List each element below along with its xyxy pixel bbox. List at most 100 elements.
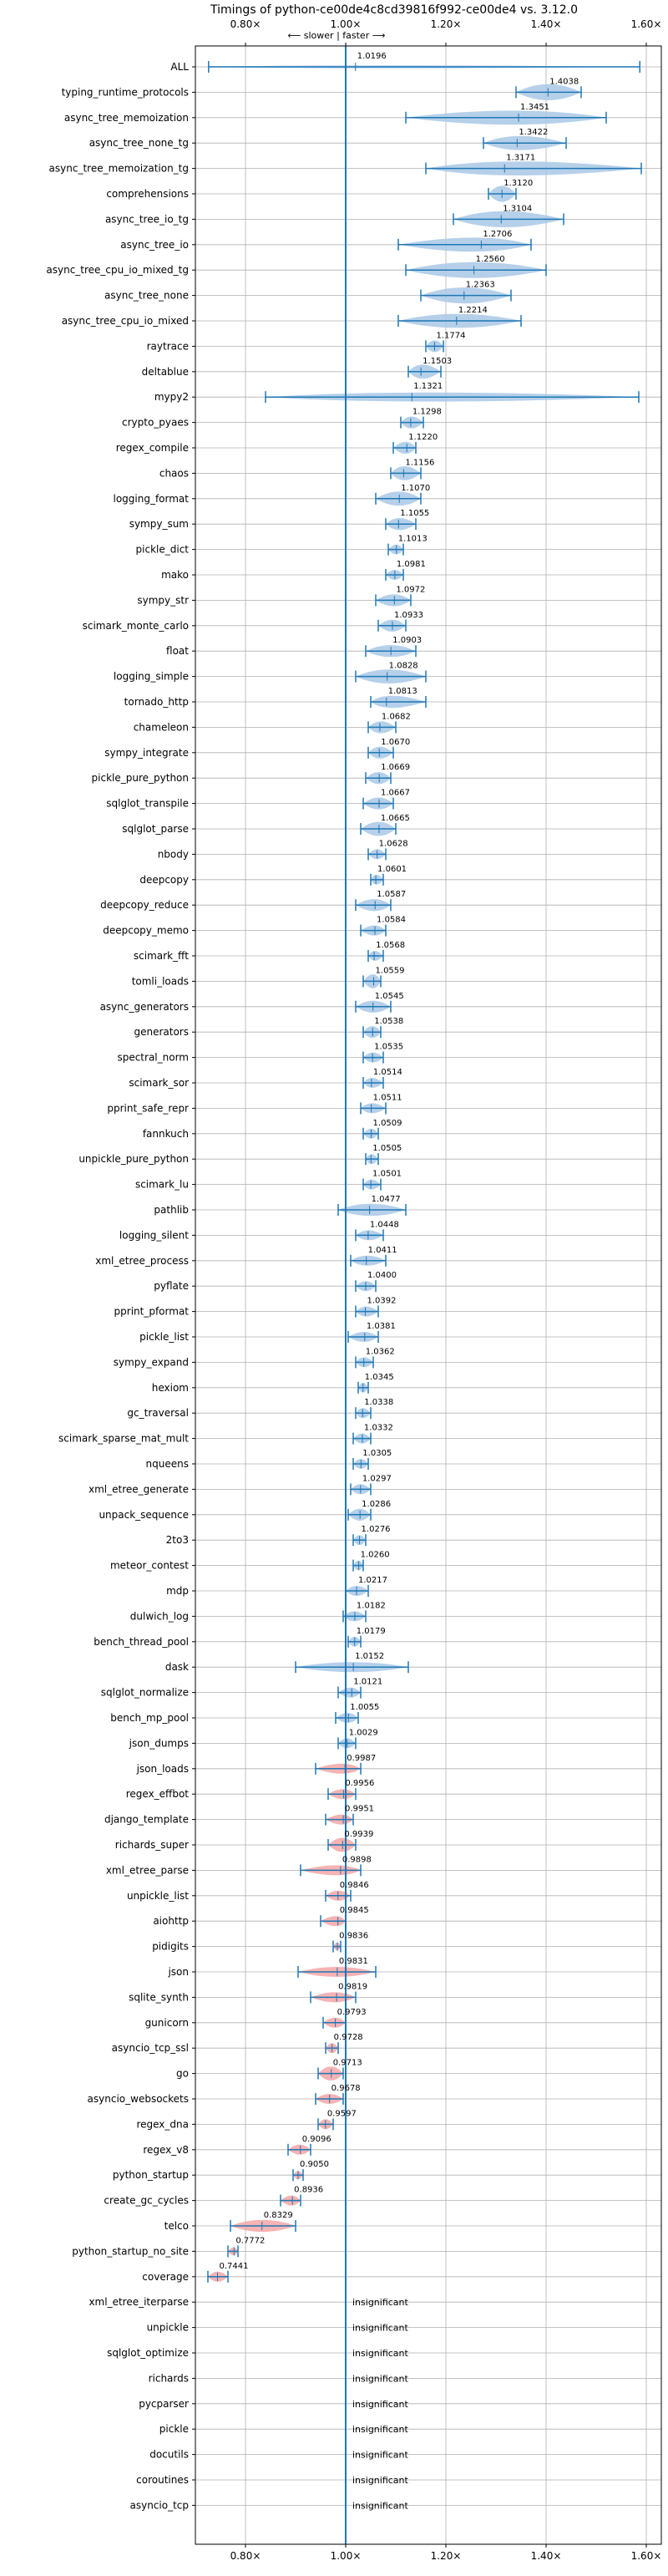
- y-tick-label: pycparser: [139, 2398, 189, 2410]
- value-label: 1.1298: [412, 408, 442, 417]
- value-label: 1.1070: [401, 484, 430, 493]
- value-label: 0.9728: [334, 2033, 363, 2042]
- value-label: 1.0276: [362, 1525, 391, 1534]
- x-tick-label-bottom: 1.40×: [531, 2550, 562, 2562]
- y-tick-label: chameleon: [134, 721, 189, 733]
- y-tick-label: async_tree_none_tg: [89, 137, 189, 149]
- value-label: 1.0411: [368, 1246, 397, 1255]
- value-label: 0.9951: [345, 1805, 374, 1814]
- y-tick-label: async_tree_io: [120, 239, 189, 251]
- y-tick-label: coroutines: [136, 2474, 189, 2486]
- value-label: 1.0345: [365, 1373, 394, 1382]
- value-label: 1.0338: [364, 1398, 393, 1407]
- y-tick-label: logging_silent: [119, 1229, 189, 1241]
- value-label: 1.3104: [503, 204, 532, 213]
- value-label: 1.0297: [362, 1474, 392, 1483]
- value-label: 1.0362: [366, 1347, 395, 1356]
- range-bars-layer: [207, 61, 642, 2283]
- value-label: 1.1321: [413, 382, 443, 391]
- value-label: 1.1055: [400, 509, 429, 518]
- y-tick-label: fannkuch: [143, 1128, 189, 1140]
- insignificant-label: insignificant: [352, 2450, 409, 2461]
- value-label: 1.0682: [382, 712, 411, 721]
- value-label: 1.0196: [357, 52, 387, 61]
- y-tick-label: raytrace: [147, 340, 189, 352]
- value-label: 1.0514: [373, 1068, 402, 1077]
- value-label: 1.0477: [372, 1195, 401, 1204]
- value-label: 1.0665: [381, 814, 410, 823]
- y-tick-label: sympy_integrate: [104, 747, 189, 759]
- value-label: 1.1503: [423, 357, 452, 366]
- value-label: 1.3171: [506, 154, 535, 163]
- value-label: 0.9836: [339, 1932, 368, 1941]
- y-tick-label: xml_etree_generate: [89, 1483, 189, 1495]
- value-label: 1.2706: [483, 230, 512, 239]
- y-tick-label: json_dumps: [129, 1737, 189, 1749]
- y-tick-label: xml_etree_iterparse: [89, 2296, 189, 2308]
- y-tick-label: create_gc_cycles: [104, 2195, 189, 2207]
- y-tick-label: 2to3: [166, 1534, 189, 1546]
- value-label: 1.1013: [398, 535, 428, 544]
- y-tick-label: docutils: [149, 2449, 189, 2461]
- y-tick-label: generators: [134, 1026, 189, 1038]
- value-label: 1.0535: [374, 1043, 403, 1052]
- y-tick-label: logging_format: [113, 493, 189, 505]
- value-label: 1.0152: [355, 1652, 384, 1661]
- insignificant-label: insignificant: [352, 2475, 409, 2486]
- y-tick-label: spectral_norm: [117, 1052, 189, 1064]
- value-label: 1.0545: [375, 992, 404, 1001]
- y-tick-label: scimark_fft: [134, 950, 189, 962]
- y-tick-label: aiohttp: [153, 1915, 189, 1927]
- y-tick-label: pickle_list: [139, 1331, 189, 1343]
- value-label: 1.0568: [376, 941, 405, 950]
- y-tick-label: go: [176, 2068, 189, 2080]
- y-tick-label: pickle_dict: [136, 544, 190, 556]
- y-tick-label: sqlglot_parse: [122, 823, 189, 835]
- y-tick-label: gc_traversal: [127, 1407, 189, 1419]
- insignificant-label: insignificant: [352, 2348, 409, 2359]
- y-tick-label: pathlib: [154, 1204, 189, 1216]
- value-label: 1.0381: [367, 1322, 396, 1331]
- y-tick-label: sympy_expand: [114, 1356, 189, 1368]
- value-label: 1.0392: [367, 1297, 397, 1306]
- y-tick-label: pickle_pure_python: [92, 772, 189, 784]
- value-label: 0.8936: [294, 2186, 323, 2195]
- y-tick-label: json: [167, 1966, 189, 1978]
- value-label: 1.0260: [361, 1551, 390, 1560]
- y-tick-label: tomli_loads: [132, 975, 189, 987]
- value-label: 1.0448: [370, 1220, 399, 1229]
- insignificant-label: insignificant: [352, 2323, 409, 2334]
- y-tick-label: meteor_contest: [110, 1560, 189, 1572]
- value-label: 1.0670: [381, 738, 410, 747]
- value-label: 0.9939: [344, 1830, 373, 1839]
- y-tick-label: deepcopy: [139, 874, 189, 886]
- value-label: 1.0933: [394, 611, 423, 620]
- y-tick-labels-layer: ALL typing_runtime_protocols async_tree_me…: [46, 61, 195, 2511]
- x-tick-label-bottom: 1.20×: [431, 2550, 462, 2562]
- value-label: 0.9597: [327, 2109, 357, 2118]
- y-tick-label: async_tree_io_tg: [105, 213, 189, 225]
- y-tick-label: ALL: [170, 61, 189, 73]
- y-tick-label: async_tree_cpu_io_mixed: [62, 315, 189, 327]
- value-label: 1.2560: [476, 255, 505, 264]
- value-label: 1.2214: [458, 306, 488, 315]
- insignificant-label: insignificant: [352, 2297, 409, 2308]
- value-label: 0.9831: [339, 1957, 368, 1966]
- y-tick-label: deltablue: [142, 366, 189, 378]
- value-label: 0.9713: [333, 2059, 362, 2068]
- y-tick-label: regex_compile: [116, 442, 189, 454]
- x-tick-label-bottom: 1.60×: [631, 2550, 662, 2562]
- y-tick-label: sqlglot_normalize: [101, 1687, 189, 1699]
- value-label: 1.0182: [357, 1601, 386, 1610]
- x-tick-label-top: 0.80×: [230, 18, 261, 30]
- y-tick-label: unpickle_pure_python: [78, 1153, 189, 1165]
- value-label: 1.0538: [374, 1017, 403, 1026]
- y-tick-label: telco: [164, 2220, 189, 2232]
- value-label: 1.0601: [377, 865, 407, 874]
- value-label: 0.9678: [331, 2084, 361, 2093]
- value-label: 0.9987: [347, 1754, 376, 1763]
- x-tick-label-top: 1.00×: [331, 18, 362, 30]
- value-label: 1.4038: [549, 77, 579, 86]
- x-tick-labels-layer: 0.80× 0.80× 1.00× 1.00× 1.20× 1.20× 1.40× 1.40×…: [230, 18, 662, 2562]
